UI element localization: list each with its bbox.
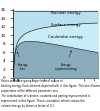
Text: Nuclear energy: Nuclear energy bbox=[51, 11, 81, 15]
Text: Surface energy: Surface energy bbox=[51, 23, 80, 27]
Text: Energy
supplementing: Energy supplementing bbox=[55, 51, 77, 71]
Text: Coulombe energy: Coulombe energy bbox=[48, 36, 83, 40]
Text: Points are taken giving experimental values of
binding energy. Each element depi: Points are taken giving experimental val… bbox=[1, 79, 100, 108]
Text: Energy
loss: Energy loss bbox=[17, 52, 28, 71]
